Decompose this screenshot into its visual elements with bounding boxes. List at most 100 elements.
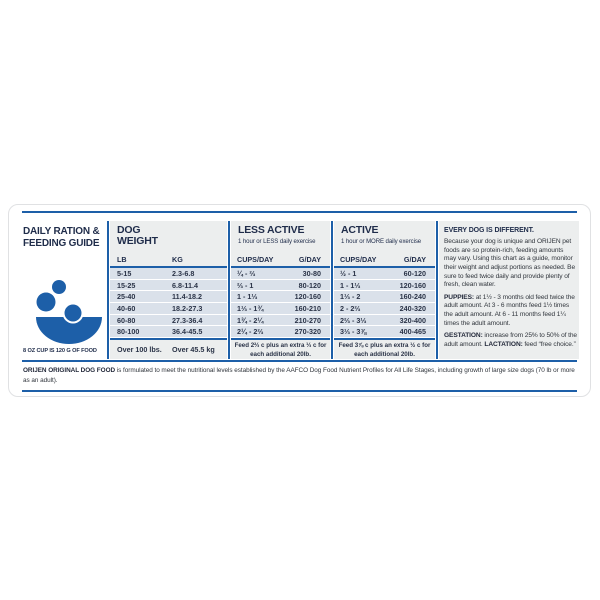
table-row: ½ - 1 60-120 — [334, 268, 435, 280]
cups-value: ½ - 1 — [340, 268, 357, 278]
dog-bowl-icon — [36, 280, 102, 344]
active-table: ACTIVE 1 hour or MORE daily exercise CUP… — [334, 221, 435, 359]
dog-weight-footer-row: Over 100 lbs. Over 45.5 kg — [110, 338, 227, 359]
less-active-subtitle: 1 hour or LESS daily exercise — [238, 238, 316, 246]
cups-value: 1 - 1⅓ — [237, 292, 258, 302]
grams-value: 60-120 — [403, 268, 426, 278]
divider — [331, 221, 333, 359]
panel-title-line1: DAILY RATION & — [23, 226, 100, 237]
table-row: 25-40 11.4-18.2 — [110, 291, 227, 304]
table-row: 15-25 6.8-11.4 — [110, 279, 227, 292]
feeding-notes: EVERY DOG IS DIFFERENT. Because your dog… — [439, 221, 579, 359]
cups-value: 1 - 1⅓ — [340, 280, 361, 290]
panel-title-line2: FEEDING GUIDE — [23, 238, 100, 249]
cups-value: 3⅓ - 3⅞ — [340, 327, 367, 337]
intro-section: DAILY RATION & FEEDING GUIDE 8 OZ CUP IS… — [23, 221, 105, 359]
puppies-note: PUPPIES: at 1½ - 3 months old feed twice… — [444, 294, 577, 329]
active-column-headers: CUPS/DAY G/DAY — [334, 253, 435, 268]
dog-weight-header: DOG WEIGHT — [110, 221, 227, 253]
table-row: 2 - 2⅔ 240-320 — [334, 303, 435, 315]
table-row: 1⅓ - 1¾ 160-210 — [231, 303, 330, 315]
table-row: 1⅓ - 2 160-240 — [334, 291, 435, 304]
lb-value: 40-60 — [117, 303, 136, 313]
lb-value: 5-15 — [117, 268, 132, 278]
less-active-rows: ¼ - ⅔ 30-80 ⅔ - 1 80-120 1 - 1⅓ 120-160 1⅓ … — [231, 268, 330, 339]
col-g-day: G/DAY — [298, 255, 321, 264]
cups-value: 2⅔ - 3⅓ — [340, 315, 367, 325]
cups-value: ⅔ - 1 — [237, 280, 254, 290]
table-row: 1 - 1⅓ 120-160 — [231, 291, 330, 304]
gestation-label: GESTATION: — [444, 332, 483, 340]
gestation-text: increase from 25% to 50% of the adult am… — [444, 332, 577, 348]
active-subtitle: 1 hour or MORE daily exercise — [341, 238, 422, 246]
gestation-lactation-note: GESTATION: increase from 25% to 50% of t… — [444, 332, 577, 349]
table-row: 2⅔ - 3⅓ 320-400 — [334, 314, 435, 327]
disclaimer-product-name: ORIJEN ORIGINAL DOG FOOD — [23, 367, 116, 374]
grams-value: 160-210 — [294, 303, 321, 313]
divider — [107, 221, 109, 359]
dog-weight-title: DOG WEIGHT — [117, 224, 225, 248]
col-lb: LB — [117, 255, 127, 264]
kg-value: 2.3-6.8 — [172, 268, 195, 278]
table-row: 5-15 2.3-6.8 — [110, 268, 227, 280]
divider — [436, 221, 438, 359]
less-active-footer-note: Feed 2⅔ c plus an extra ⅓ c for each add… — [231, 338, 330, 359]
cups-value: 2 - 2⅔ — [340, 303, 361, 313]
table-row: 80-100 36.4-45.5 — [110, 326, 227, 339]
grams-value: 210-270 — [294, 315, 321, 325]
feeding-guide-panel: DAILY RATION & FEEDING GUIDE 8 OZ CUP IS… — [8, 204, 591, 397]
divider — [228, 221, 230, 359]
kg-value: 6.8-11.4 — [172, 280, 198, 290]
less-active-header: LESS ACTIVE 1 hour or LESS daily exercis… — [231, 221, 330, 253]
cup-measure-note: 8 OZ CUP IS 120 G OF FOOD — [23, 348, 97, 354]
lb-value: 25-40 — [117, 292, 136, 302]
table-row: 40-60 18.2-27.3 — [110, 303, 227, 315]
grams-value: 270-320 — [294, 327, 321, 337]
over-45-kg: Over 45.5 kg — [172, 345, 215, 354]
grams-value: 120-160 — [294, 292, 321, 302]
grams-value: 400-465 — [399, 327, 426, 337]
active-footer-note: Feed 3⅞ c plus an extra ½ c for each add… — [334, 338, 435, 359]
kg-value: 27.3-36.4 — [172, 315, 203, 325]
table-row: 60-80 27.3-36.4 — [110, 314, 227, 327]
over-100-lb: Over 100 lbs. — [117, 345, 162, 354]
aafco-disclaimer: ORIJEN ORIGINAL DOG FOOD is formulated t… — [23, 366, 575, 385]
col-g-day: G/DAY — [403, 255, 426, 264]
grams-value: 320-400 — [399, 315, 426, 325]
panel-title: DAILY RATION & FEEDING GUIDE — [23, 221, 105, 250]
col-cups-day: CUPS/DAY — [340, 255, 377, 264]
guide-band: DAILY RATION & FEEDING GUIDE 8 OZ CUP IS… — [9, 221, 590, 359]
grams-value: 160-240 — [399, 292, 426, 302]
cups-value: 1⅓ - 1¾ — [237, 303, 264, 313]
less-active-table: LESS ACTIVE 1 hour or LESS daily exercis… — [231, 221, 330, 359]
cups-value: 1⅓ - 2 — [340, 292, 361, 302]
lb-value: 15-25 — [117, 280, 136, 290]
dog-weight-title-line1: DOG — [117, 224, 141, 236]
puppies-label: PUPPIES: — [444, 293, 474, 301]
kg-value: 11.4-18.2 — [172, 292, 202, 302]
table-row: ¼ - ⅔ 30-80 — [231, 268, 330, 280]
col-kg: KG — [172, 255, 183, 264]
dog-weight-rows: 5-15 2.3-6.8 15-25 6.8-11.4 25-40 11.4-18.2… — [110, 268, 227, 339]
active-rows: ½ - 1 60-120 1 - 1⅓ 120-160 1⅓ - 2 160-240 … — [334, 268, 435, 339]
grams-value: 80-120 — [298, 280, 321, 290]
lactation-text: feed “free choice.” — [522, 340, 576, 348]
less-active-column-headers: CUPS/DAY G/DAY — [231, 253, 330, 268]
cups-value: 1¾ - 2¼ — [237, 315, 264, 325]
bottom-rule — [22, 390, 577, 392]
lb-value: 60-80 — [117, 315, 136, 325]
grams-value: 120-160 — [399, 280, 426, 290]
notes-paragraph: Because your dog is unique and ORIJEN pe… — [444, 238, 576, 289]
notes-heading: EVERY DOG IS DIFFERENT. — [444, 227, 534, 234]
puppies-text: at 1½ - 3 months old feed twice the adul… — [444, 293, 575, 327]
grams-value: 240-320 — [399, 303, 426, 313]
dog-weight-title-line2: WEIGHT — [117, 235, 158, 248]
active-header: ACTIVE 1 hour or MORE daily exercise — [334, 221, 435, 253]
kg-value: 18.2-27.3 — [172, 303, 203, 313]
top-rule — [22, 211, 577, 213]
lactation-label: LACTATION: — [484, 340, 523, 348]
less-active-title: LESS ACTIVE — [238, 224, 305, 236]
cups-value: 2¼ - 2⅔ — [237, 327, 264, 337]
table-row: 1 - 1⅓ 120-160 — [334, 279, 435, 292]
